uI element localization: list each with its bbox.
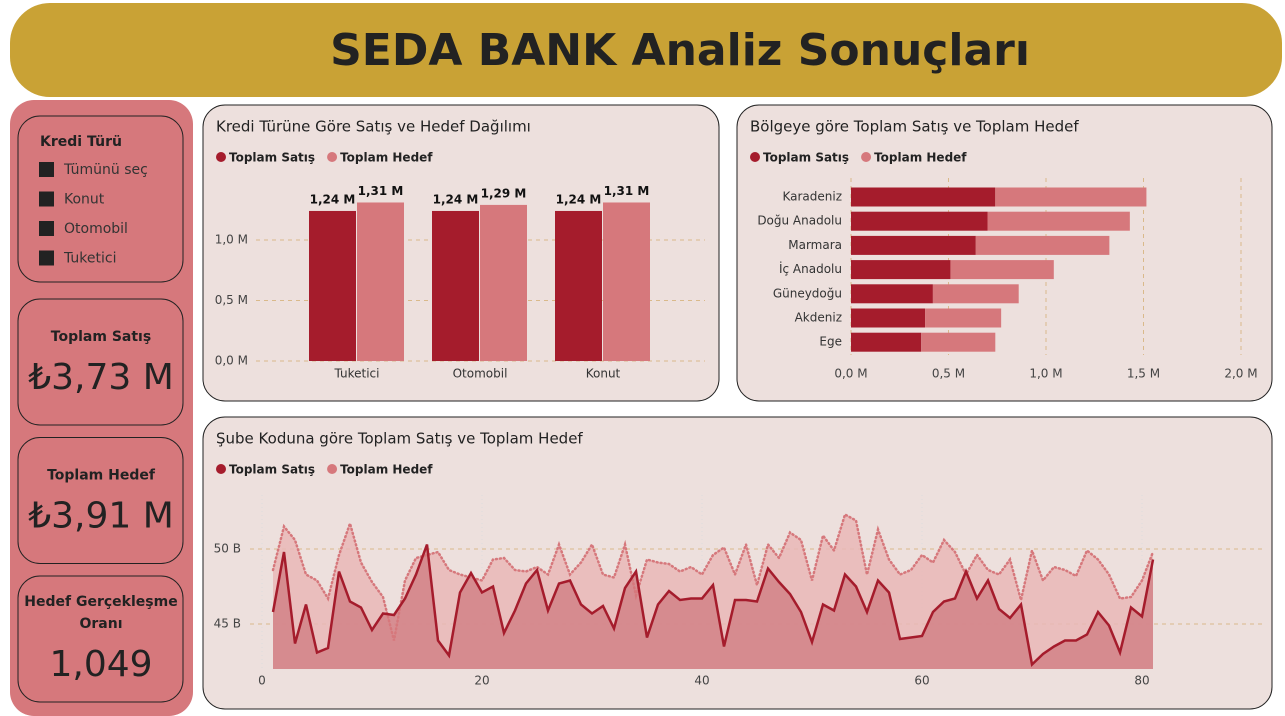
card-value: ₺3,91 M [28, 496, 174, 537]
legend-label: Toplam Satış [763, 151, 849, 165]
slicer-item: Tümünü seç [63, 162, 148, 178]
x-tick-label: Tuketici [334, 367, 380, 381]
bar [851, 308, 926, 328]
bar [432, 210, 479, 361]
x-tick-label: 80 [1134, 674, 1149, 688]
data-label: 1,24 M [556, 192, 602, 206]
y-tick-label: Doğu Anadolu [757, 214, 842, 228]
bar [480, 204, 527, 361]
card-label: Toplam Satış [51, 329, 151, 345]
legend-label: Toplam Hedef [340, 151, 433, 165]
y-tick-label: 0,0 M [215, 354, 248, 368]
bar [851, 187, 996, 207]
x-tick-label: 0,0 M [834, 367, 867, 381]
line [271, 512, 1155, 641]
card-value: ₺3,73 M [28, 357, 174, 398]
y-tick-label: 50 B [214, 542, 241, 556]
data-label: 1,24 M [310, 192, 356, 206]
slicer-item: Otomobil [64, 221, 128, 237]
y-tick-label: İç Anadolu [779, 261, 842, 276]
checkbox[interactable] [39, 250, 54, 266]
x-tick-label: 2,0 M [1224, 367, 1257, 381]
bar [995, 187, 1147, 207]
slicer-title: Kredi Türü [40, 134, 122, 150]
x-tick-label: 20 [474, 674, 489, 688]
bar [975, 235, 1110, 255]
data-label: 1,31 M [358, 184, 404, 198]
y-tick-label: 0,5 M [215, 293, 248, 307]
slicer-item: Tuketici [63, 251, 117, 267]
x-tick-label: 1,5 M [1127, 367, 1160, 381]
slicer-box [17, 115, 184, 283]
data-label: 1,24 M [433, 192, 479, 206]
bar [555, 210, 602, 361]
card [17, 437, 184, 564]
bar [987, 211, 1130, 231]
legend-label: Toplam Hedef [340, 463, 433, 477]
header-band [10, 3, 1282, 97]
card-value: 1,049 [49, 644, 152, 685]
bar [603, 202, 650, 361]
y-tick-label: Marmara [788, 238, 842, 252]
chart-title: Bölgeye göre Toplam Satış ve Toplam Hede… [750, 118, 1079, 136]
chart-title: Kredi Türüne Göre Satış ve Hedef Dağılım… [216, 118, 531, 136]
bar [309, 210, 356, 361]
bar [851, 332, 922, 352]
card-label: Toplam Hedef [47, 468, 156, 484]
bar [851, 211, 988, 231]
checkbox[interactable] [39, 191, 54, 207]
x-tick-label: 40 [694, 674, 709, 688]
checkbox[interactable] [39, 162, 54, 177]
legend-label: Toplam Satış [229, 151, 315, 165]
bar [851, 235, 976, 255]
card [17, 575, 184, 703]
bar [851, 260, 951, 280]
x-tick-label: Otomobil [453, 367, 508, 381]
y-tick-label: Akdeniz [795, 311, 842, 325]
legend-dot [327, 152, 338, 162]
y-tick-label: Karadeniz [782, 190, 842, 204]
legend-dot [861, 152, 872, 162]
legend-dot [327, 464, 338, 474]
header-title: SEDA BANK Analiz Sonuçları [330, 25, 1030, 76]
chart-title: Şube Koduna göre Toplam Satış ve Toplam … [216, 430, 583, 448]
legend-label: Toplam Hedef [874, 151, 967, 165]
bar [851, 284, 933, 304]
checkbox[interactable] [39, 221, 54, 236]
x-tick-label: 0 [258, 674, 266, 688]
line [271, 544, 1155, 668]
card-label: Hedef Gerçekleşme Oranı [24, 594, 177, 632]
y-tick-label: Ege [819, 335, 842, 349]
legend-label: Toplam Satış [229, 463, 315, 477]
bar [950, 260, 1054, 280]
slicer-item: Konut [64, 192, 105, 208]
y-tick-label: Güneydoğu [773, 286, 842, 300]
x-tick-label: 60 [914, 674, 929, 688]
y-tick-label: 45 B [214, 617, 241, 631]
data-label: 1,29 M [481, 186, 527, 200]
legend-dot [216, 152, 226, 162]
y-tick-label: 1,0 M [215, 233, 248, 247]
bar [925, 308, 1002, 328]
x-tick-label: 0,5 M [932, 367, 965, 381]
bar [932, 284, 1019, 304]
legend-dot [750, 152, 760, 162]
x-tick-label: 1,0 M [1029, 367, 1062, 381]
data-label: 1,31 M [604, 184, 650, 198]
bar [921, 332, 996, 352]
area [273, 544, 1153, 669]
legend-dot [216, 464, 226, 474]
x-tick-label: Konut [586, 367, 621, 381]
card [17, 298, 184, 426]
bar [357, 202, 404, 361]
